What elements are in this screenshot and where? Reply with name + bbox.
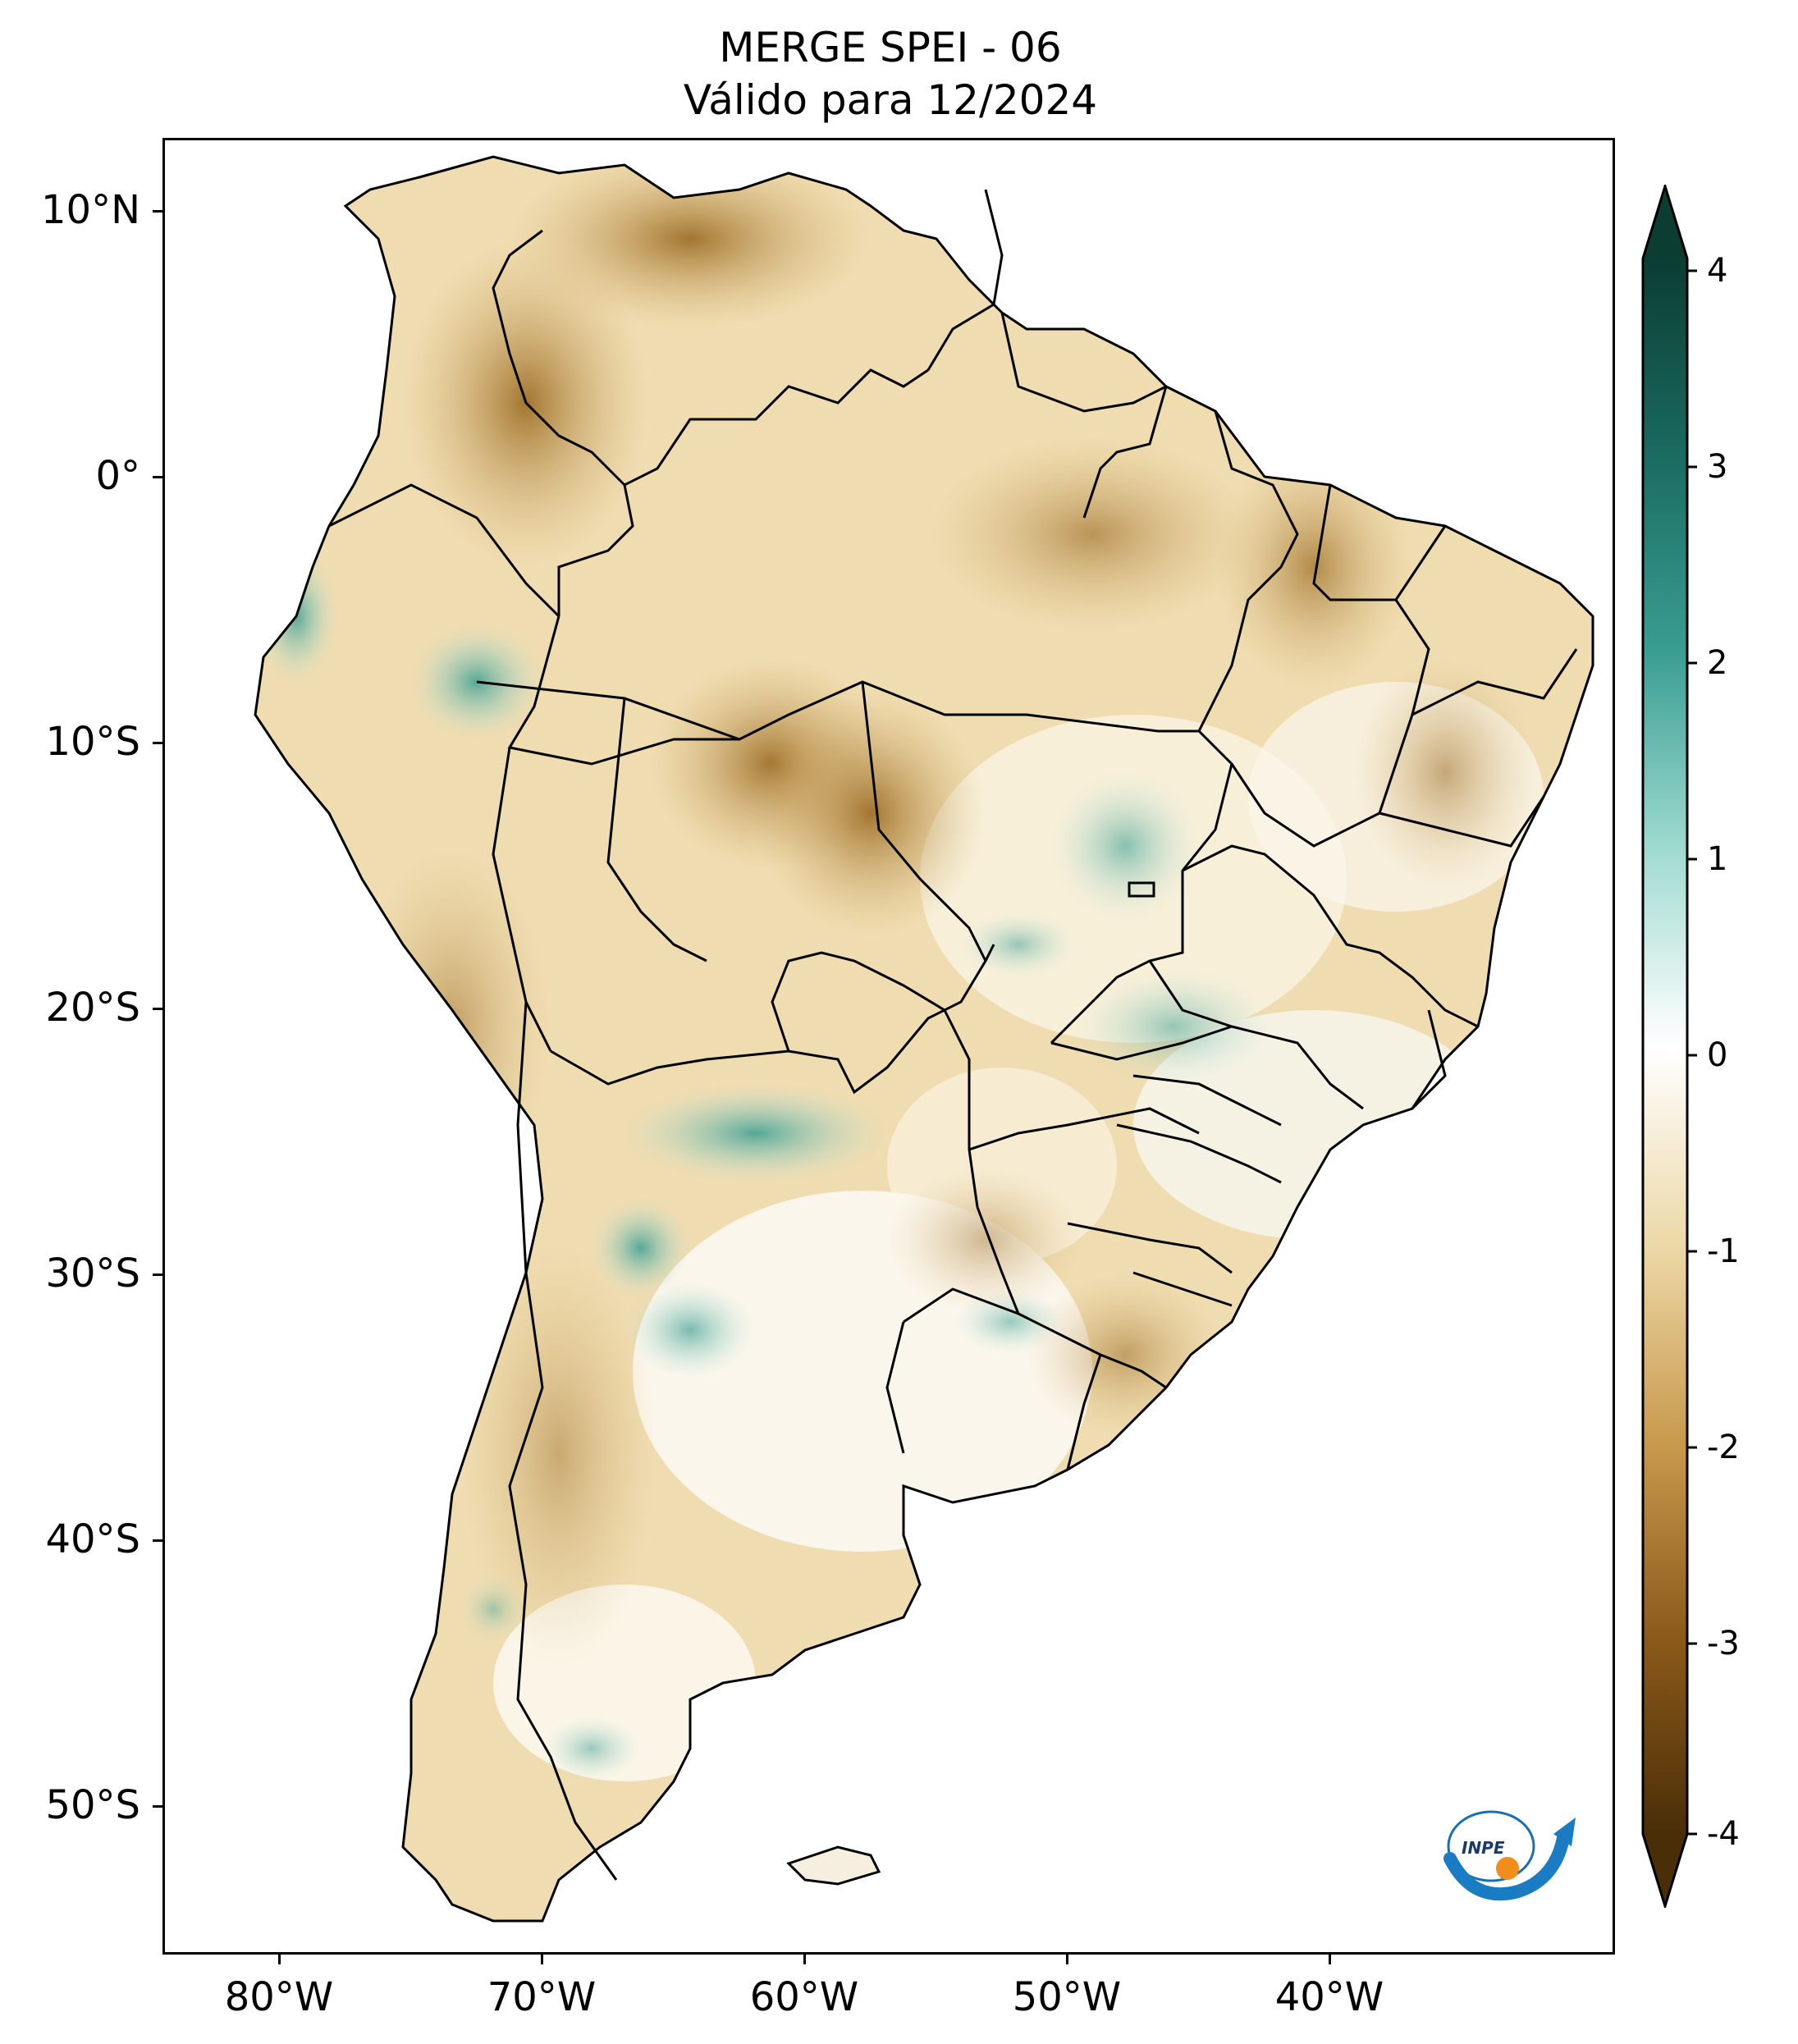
lat-label-50s: 50°S [45, 1782, 140, 1828]
lat-label-20s: 20°S [45, 985, 140, 1031]
lon-label-80w: 80°W [224, 1974, 334, 2020]
lat-label-0: 0° [95, 453, 140, 499]
colorbar-gradient [1643, 258, 1687, 1834]
lat-tick [153, 476, 162, 478]
map-title: MERGE SPEI - 06 [719, 24, 1062, 71]
colorbar-tick-label: 0 [1707, 1036, 1728, 1074]
lon-label-70w: 70°W [487, 1974, 597, 2020]
map-panel [162, 138, 1615, 1955]
colorbar-ticks [1687, 269, 1697, 1836]
inpe-logo-icon: INPE [1443, 1810, 1576, 1901]
colorbar-tick-label: 1 [1707, 840, 1728, 878]
south-america-map [254, 155, 1594, 1923]
colorbar-min-extension [1643, 1834, 1687, 1906]
lat-label-10n: 10°N [41, 187, 140, 233]
map-subtitle: Válido para 12/2024 [683, 76, 1098, 124]
lon-tick [803, 1955, 806, 1964]
colorbar-tick-label: 4 [1707, 252, 1728, 290]
lat-tick [153, 1805, 162, 1808]
colorbar-outline [1641, 181, 1689, 1911]
lat-tick [153, 1008, 162, 1010]
lon-tick [1329, 1955, 1331, 1964]
lat-tick [153, 210, 162, 213]
colorbar-max-extension [1643, 186, 1687, 258]
colorbar-tick-label: -2 [1707, 1429, 1740, 1466]
federal-district-outline [1128, 881, 1155, 898]
logo-text: INPE [1462, 1838, 1505, 1858]
colorbar-tick-label: 3 [1707, 448, 1728, 486]
national-borders [328, 189, 1578, 1881]
colorbar-tick-label: 2 [1707, 644, 1728, 682]
lat-tick [153, 742, 162, 744]
lat-tick [153, 1273, 162, 1276]
lat-label-40s: 40°S [45, 1516, 140, 1562]
colorbar-tick-label: -3 [1707, 1625, 1740, 1662]
lon-label-60w: 60°W [749, 1974, 859, 2020]
colorbar [1641, 181, 1707, 1911]
colorbar-graphic [1641, 181, 1697, 1911]
lon-label-50w: 50°W [1012, 1974, 1122, 2020]
lon-tick [1066, 1955, 1068, 1964]
lat-label-10s: 10°S [45, 719, 140, 765]
inpe-logo: INPE [1440, 1801, 1580, 1908]
lat-label-30s: 30°S [45, 1251, 140, 1296]
lon-tick [278, 1955, 281, 1964]
falkland-islands [786, 1845, 881, 1886]
colorbar-tick-label: -1 [1707, 1232, 1740, 1270]
lon-label-40w: 40°W [1274, 1974, 1384, 2020]
lon-tick [541, 1955, 543, 1964]
colorbar-tick-label: -4 [1707, 1815, 1740, 1853]
lat-tick [153, 1539, 162, 1542]
